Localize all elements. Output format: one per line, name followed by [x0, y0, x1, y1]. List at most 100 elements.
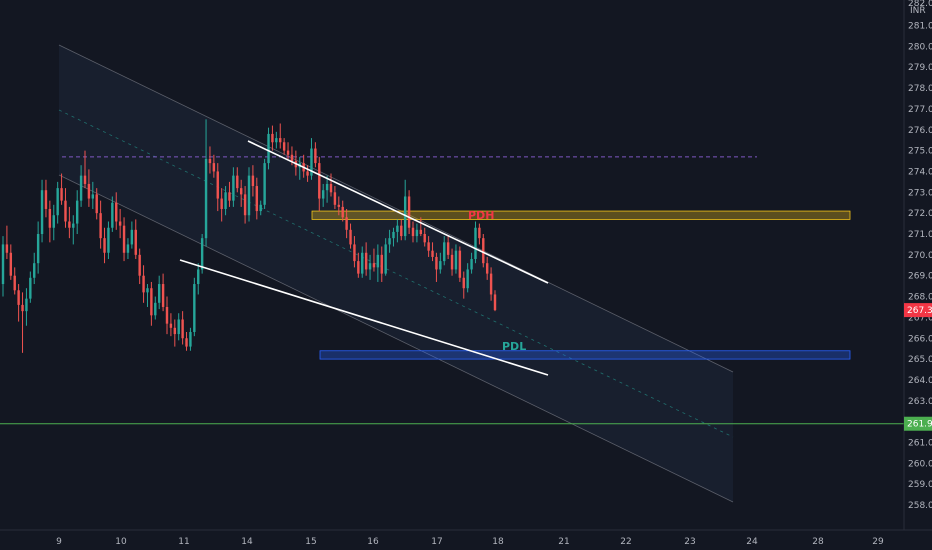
candle[interactable] [142, 265, 145, 303]
candle[interactable] [64, 188, 67, 228]
candle[interactable] [126, 238, 130, 260]
candle[interactable] [443, 236, 446, 266]
candle[interactable] [454, 244, 458, 274]
candle[interactable] [83, 150, 87, 189]
candle[interactable] [95, 188, 98, 220]
candle[interactable] [384, 238, 387, 276]
candle[interactable] [478, 223, 481, 245]
candle[interactable] [181, 311, 184, 345]
candle[interactable] [185, 331, 188, 351]
candle[interactable] [1, 236, 5, 297]
candle[interactable] [415, 223, 419, 243]
candle[interactable] [271, 125, 274, 151]
candle[interactable] [259, 200, 262, 216]
candle[interactable] [122, 217, 126, 262]
candle[interactable] [21, 292, 24, 353]
candle[interactable] [165, 296, 169, 335]
candle[interactable] [212, 154, 216, 178]
candle[interactable] [243, 186, 247, 224]
candle[interactable] [357, 252, 360, 278]
candle[interactable] [239, 179, 243, 207]
candle[interactable] [56, 181, 59, 224]
candle[interactable] [193, 277, 196, 337]
candle[interactable] [423, 227, 426, 247]
candle[interactable] [161, 273, 165, 312]
candle[interactable] [150, 281, 153, 326]
candle[interactable] [400, 219, 403, 241]
lower-trendline[interactable] [179, 259, 549, 376]
candle[interactable] [189, 327, 192, 351]
candle[interactable] [310, 138, 313, 180]
candle[interactable] [255, 177, 259, 220]
candle[interactable] [318, 156, 321, 212]
candle[interactable] [388, 229, 391, 253]
candle[interactable] [40, 179, 44, 243]
candle[interactable] [5, 225, 9, 260]
candle[interactable] [411, 221, 415, 243]
candle[interactable] [224, 186, 227, 216]
candle[interactable] [251, 165, 255, 197]
candle[interactable] [75, 190, 79, 234]
price-axis[interactable]: INR 282.00 281.00 280.00 279.00 278.00 277.0… [903, 0, 932, 530]
candle[interactable] [353, 236, 356, 268]
candle[interactable] [482, 234, 485, 268]
candle[interactable] [177, 313, 180, 341]
candle[interactable] [435, 252, 438, 282]
candle[interactable] [380, 246, 383, 282]
candle[interactable] [286, 142, 290, 159]
candle[interactable] [36, 221, 40, 274]
candle[interactable] [79, 165, 83, 207]
candle[interactable] [306, 165, 309, 182]
candle[interactable] [392, 227, 395, 247]
candle[interactable] [169, 313, 173, 337]
candle[interactable] [267, 127, 270, 170]
candle[interactable] [458, 246, 462, 282]
candle[interactable] [232, 167, 235, 207]
candle[interactable] [263, 158, 266, 209]
candle[interactable] [91, 181, 95, 209]
candle[interactable] [197, 263, 200, 295]
candle[interactable] [13, 267, 16, 295]
candle[interactable] [462, 271, 465, 299]
candle[interactable] [337, 196, 341, 216]
candle[interactable] [44, 179, 48, 218]
candle[interactable] [138, 248, 141, 285]
candles-layer[interactable] [1, 119, 497, 353]
candle[interactable] [204, 119, 208, 247]
candle[interactable] [427, 236, 430, 257]
candle[interactable] [146, 284, 149, 307]
candle[interactable] [216, 163, 219, 212]
candle[interactable] [361, 246, 364, 278]
candle[interactable] [247, 167, 251, 222]
candle[interactable] [345, 208, 348, 239]
candle[interactable] [17, 284, 20, 322]
candle[interactable] [275, 131, 278, 149]
candle[interactable] [48, 200, 52, 243]
candle[interactable] [33, 252, 36, 285]
candle[interactable] [29, 271, 32, 303]
candle[interactable] [103, 227, 106, 264]
candle[interactable] [470, 252, 473, 274]
candle[interactable] [364, 242, 368, 276]
candle[interactable] [87, 169, 91, 207]
candle[interactable] [220, 188, 223, 222]
candle[interactable] [279, 123, 282, 149]
candle[interactable] [134, 219, 137, 260]
candle[interactable] [396, 219, 399, 243]
candle[interactable] [9, 244, 13, 280]
candle[interactable] [118, 208, 122, 239]
candle[interactable] [236, 167, 239, 193]
upper-trendline[interactable] [247, 140, 549, 284]
candle[interactable] [446, 236, 450, 260]
candle[interactable] [341, 200, 344, 222]
candle[interactable] [25, 288, 28, 326]
candle[interactable] [99, 200, 102, 249]
candle[interactable] [111, 196, 114, 232]
candle[interactable] [466, 263, 469, 293]
candle[interactable] [68, 206, 71, 239]
candle[interactable] [329, 173, 333, 197]
candle[interactable] [349, 223, 352, 249]
candle[interactable] [431, 242, 434, 262]
candle[interactable] [314, 142, 317, 168]
